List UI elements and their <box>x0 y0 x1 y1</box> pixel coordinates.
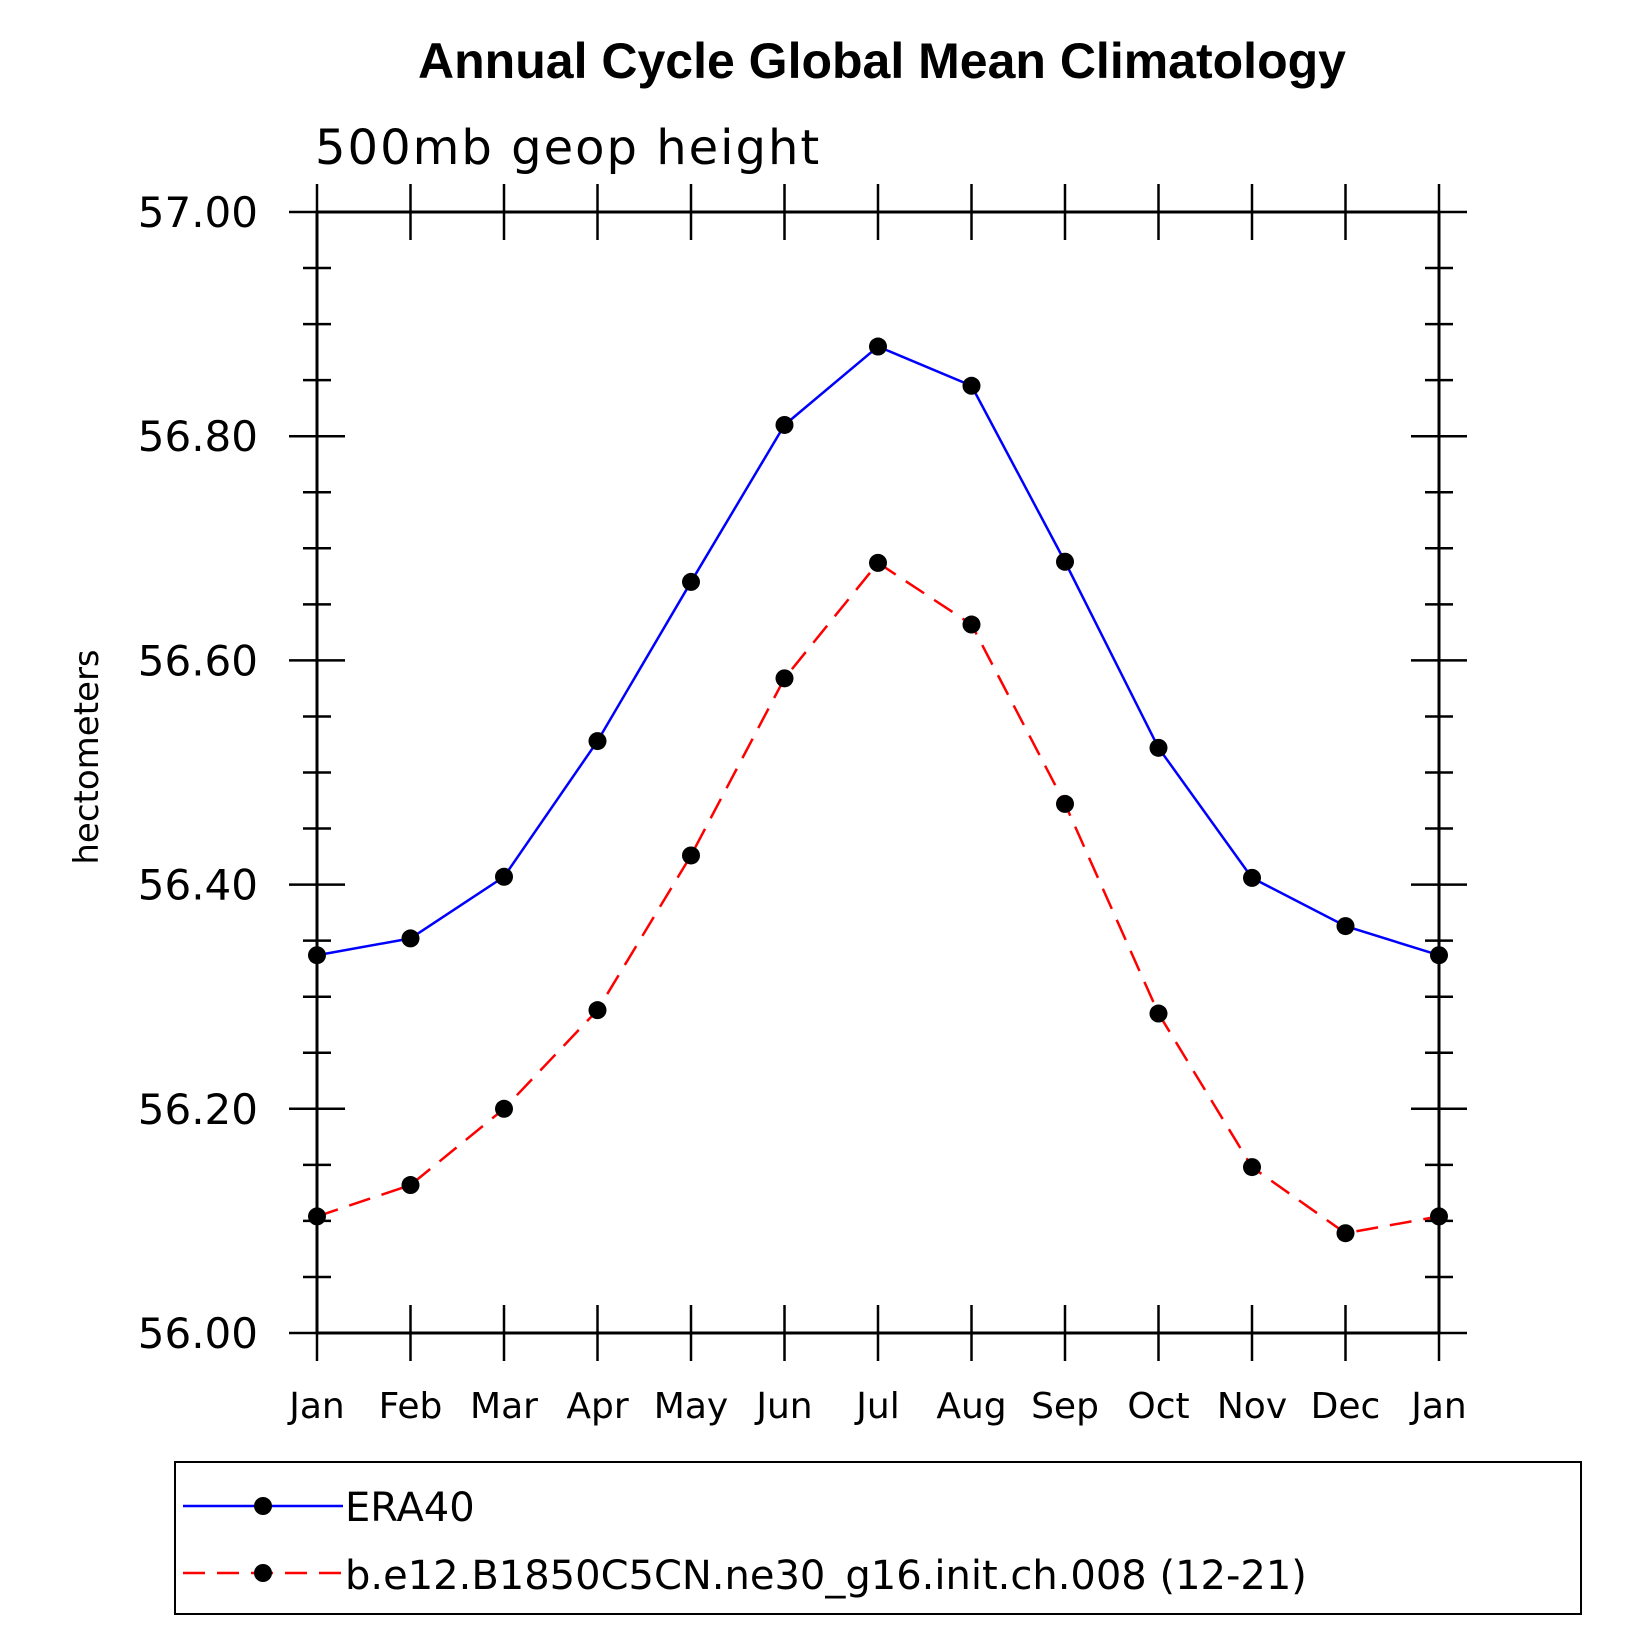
series-line-1 <box>316 561 1440 1235</box>
x-tick-label: Nov <box>1217 1386 1287 1427</box>
y-tick-label: 57.00 <box>138 188 258 237</box>
legend-marker-era40 <box>254 1497 272 1515</box>
data-point <box>962 376 981 395</box>
legend-marker-model <box>254 1564 272 1582</box>
data-point <box>1056 794 1074 813</box>
x-tick-label: Jun <box>754 1386 812 1427</box>
series-line-0 <box>316 345 1440 957</box>
legend-label-model: b.e12.B1850C5CN.ne30_g16.init.ch.008 (12… <box>345 1553 1307 1599</box>
data-point <box>775 669 794 688</box>
x-tick-label: Jan <box>1409 1386 1467 1427</box>
legend-label-era40: ERA40 <box>345 1485 475 1531</box>
x-tick-label: Aug <box>936 1386 1006 1427</box>
y-tick-label: 56.80 <box>138 412 258 461</box>
x-tick-label: Oct <box>1127 1386 1189 1427</box>
data-point <box>1430 1207 1448 1226</box>
data-point <box>1056 552 1074 571</box>
y-tick-label: 56.20 <box>138 1085 258 1134</box>
data-point <box>775 415 794 434</box>
data-point <box>962 615 981 634</box>
axis-ticks <box>289 184 1467 1361</box>
y-tick-label: 56.00 <box>138 1309 258 1358</box>
y-axis-label: hectometers <box>67 649 107 864</box>
x-tick-label: May <box>654 1386 728 1427</box>
chart-title: Annual Cycle Global Mean Climatology <box>418 33 1346 89</box>
chart-subtitle: 500mb geop height <box>315 120 821 176</box>
data-point <box>1336 917 1355 936</box>
y-tick-labels: 56.00 56.20 56.40 56.60 56.80 57.00 <box>138 188 258 1358</box>
x-tick-label: Feb <box>379 1386 443 1427</box>
x-tick-labels: Jan Feb Mar Apr May Jun Jul Aug Sep Oct Nov Dec Jan <box>287 1386 1467 1427</box>
data-point <box>495 1099 513 1118</box>
legend: ERA40 b.e12.B1850C5CN.ne30_g16.init.ch.0… <box>174 1461 1582 1615</box>
data-point <box>1149 738 1168 757</box>
data-point <box>1243 1158 1261 1177</box>
data-point <box>401 929 420 948</box>
x-tick-label: Jan <box>287 1386 345 1427</box>
x-tick-label: Jul <box>854 1386 899 1427</box>
data-point <box>495 867 513 886</box>
data-point <box>1430 946 1448 965</box>
data-point <box>1243 868 1261 887</box>
data-point <box>308 946 326 965</box>
x-tick-label: Apr <box>566 1386 628 1427</box>
data-point <box>588 732 607 751</box>
data-point <box>682 846 700 865</box>
y-tick-label: 56.60 <box>138 636 258 685</box>
x-tick-label: Dec <box>1311 1386 1381 1427</box>
data-point <box>308 1207 326 1226</box>
data-point <box>869 337 887 356</box>
data-point <box>869 553 887 572</box>
data-point <box>1336 1224 1355 1243</box>
x-tick-label: Sep <box>1031 1386 1099 1427</box>
plot-frame <box>315 210 1441 1335</box>
data-point <box>588 1001 607 1020</box>
legend-box <box>174 1461 1582 1615</box>
x-tick-label: Mar <box>470 1386 538 1427</box>
data-point <box>1149 1004 1168 1023</box>
series-layer <box>308 337 1448 1243</box>
data-point <box>401 1176 420 1195</box>
data-point <box>682 572 700 591</box>
y-tick-label: 56.40 <box>138 861 258 910</box>
